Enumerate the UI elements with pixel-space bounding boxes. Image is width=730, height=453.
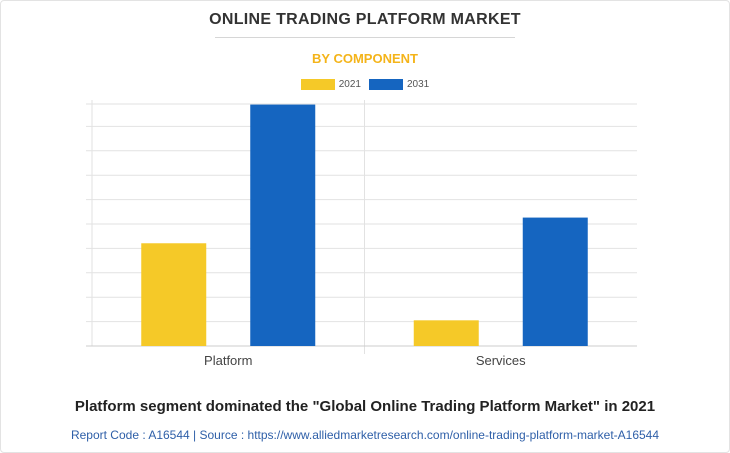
chart-legend: 2021 2031 — [0, 79, 730, 90]
chart-subtitle: BY COMPONENT — [312, 51, 418, 66]
bar-platform-2031 — [250, 104, 316, 346]
bar-chart: Platform Services — [86, 100, 637, 368]
bar-services-2021 — [413, 320, 479, 346]
title-divider — [215, 37, 515, 38]
legend-swatch-2021 — [300, 79, 335, 90]
legend-item-2021[interactable]: 2021 — [300, 79, 361, 90]
legend-label-2031: 2031 — [407, 79, 430, 90]
chart-title: ONLINE TRADING PLATFORM MARKET — [209, 11, 521, 28]
legend-label-2021: 2021 — [338, 79, 361, 90]
bar-platform-2021 — [141, 243, 207, 346]
x-tick-label: Services — [476, 353, 526, 368]
footer-source: Report Code : A16544 | Source : https://… — [70, 428, 660, 442]
bar-services-2031 — [522, 217, 588, 346]
x-tick-label: Platform — [204, 353, 252, 368]
legend-swatch-2031 — [369, 79, 403, 90]
legend-item-2031[interactable]: 2031 — [369, 79, 429, 90]
footer-headline: Platform segment dominated the "Global O… — [74, 398, 656, 415]
